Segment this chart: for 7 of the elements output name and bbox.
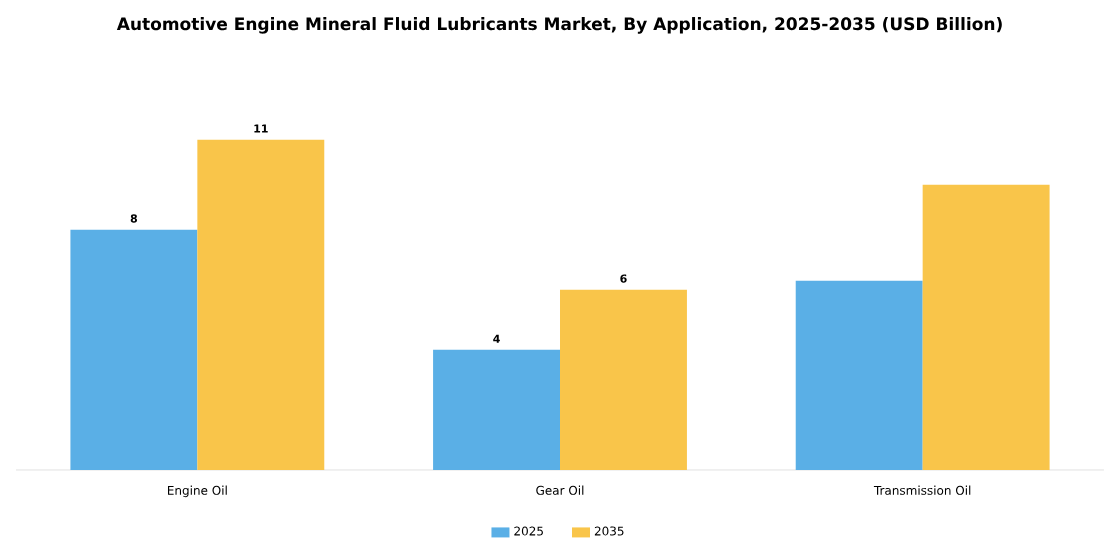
bar	[922, 184, 1050, 470]
chart-title: Automotive Engine Mineral Fluid Lubricants Market, By Application, 2025-2035 (USD Billion)	[116, 17, 1002, 34]
bar	[70, 229, 198, 470]
bar	[197, 139, 325, 470]
bar	[795, 280, 923, 470]
bar	[560, 289, 687, 470]
bar	[433, 349, 560, 470]
